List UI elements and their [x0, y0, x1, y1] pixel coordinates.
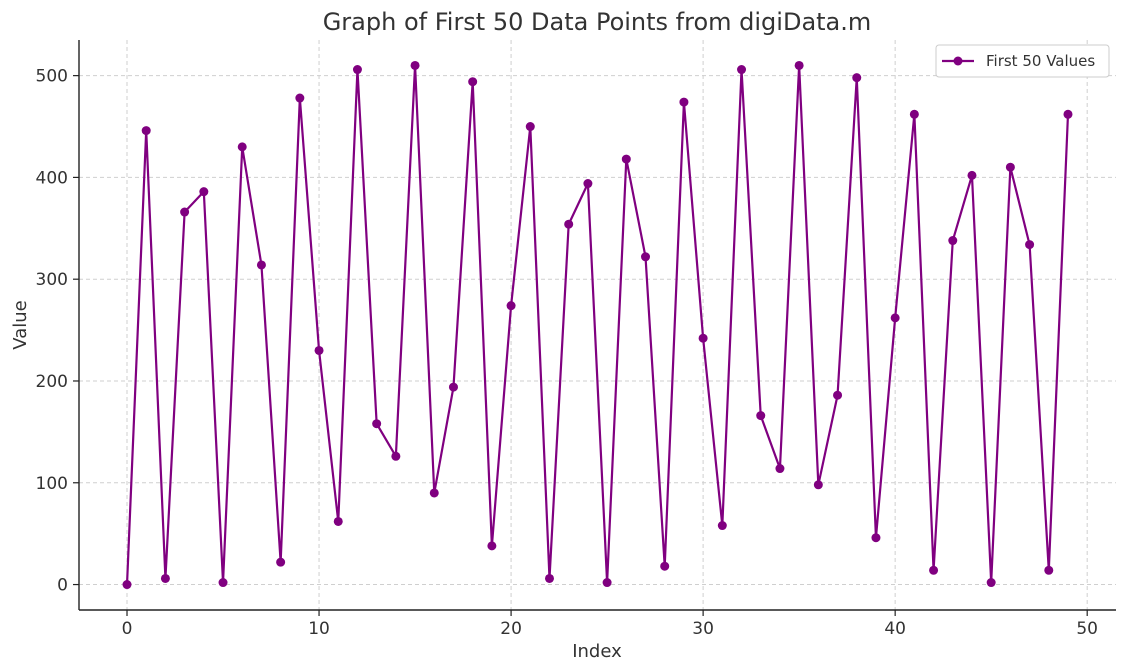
data-point [698, 333, 708, 343]
x-tick-label: 0 [122, 619, 133, 639]
legend-box [935, 44, 1110, 78]
data-point [314, 345, 324, 355]
y-tick-label: 200 [36, 372, 68, 392]
data-point [1005, 162, 1015, 172]
data-point [506, 301, 516, 311]
data-point [372, 419, 382, 429]
data-point [544, 573, 554, 583]
y-tick-label: 300 [36, 270, 68, 290]
data-point [1044, 565, 1054, 575]
y-tick-label: 100 [36, 474, 68, 494]
data-point [929, 565, 939, 575]
y-tick-label: 500 [36, 67, 68, 87]
x-tick-label: 40 [884, 619, 906, 639]
data-point [890, 313, 900, 323]
data-point [679, 97, 689, 107]
data-point [852, 73, 862, 83]
data-point [448, 382, 458, 392]
data-point [1063, 109, 1073, 119]
data-point [160, 573, 170, 583]
data-point [525, 122, 535, 132]
data-point [948, 236, 958, 246]
y-tick-label: 400 [36, 168, 68, 188]
data-point [199, 187, 209, 197]
data-point [833, 390, 843, 400]
data-point [564, 219, 574, 229]
data-point [986, 578, 996, 588]
data-point [871, 533, 881, 543]
data-point [909, 109, 919, 119]
legend: First 50 Values [935, 44, 1110, 78]
legend-label: First 50 Values [986, 52, 1095, 70]
data-point [352, 65, 362, 75]
data-point [1025, 240, 1035, 250]
x-axis-label: Index [572, 641, 622, 662]
data-point [122, 580, 132, 590]
data-point [410, 60, 420, 70]
data-point [295, 93, 305, 103]
data-point [180, 207, 190, 217]
y-axis-label: Value [10, 300, 31, 349]
data-point [737, 65, 747, 75]
chart-title: Graph of First 50 Data Points from digiD… [323, 8, 872, 36]
x-tick-label: 50 [1076, 619, 1098, 639]
series-line [125, 64, 1070, 585]
data-point [583, 179, 593, 189]
data-point [641, 252, 651, 262]
grid [79, 40, 1116, 610]
data-point [660, 561, 670, 571]
data-point [717, 521, 727, 531]
data-point [218, 578, 228, 588]
data-point [775, 464, 785, 474]
x-tick-label: 30 [692, 619, 714, 639]
x-tick-label: 10 [308, 619, 330, 639]
data-point [813, 480, 823, 490]
data-point [429, 488, 439, 498]
y-tick-label: 0 [57, 576, 68, 596]
data-point [276, 557, 286, 567]
data-point [237, 142, 247, 152]
data-point [141, 126, 151, 136]
x-tick-label: 20 [500, 619, 522, 639]
data-point [756, 411, 766, 421]
data-point [468, 77, 478, 87]
data-point [487, 541, 497, 551]
data-point [602, 578, 612, 588]
data-point [256, 260, 266, 270]
data-point [621, 154, 631, 164]
axes [78, 40, 1116, 611]
data-point [967, 170, 977, 180]
legend-marker-swatch [953, 56, 963, 66]
data-point [391, 451, 401, 461]
data-point [333, 516, 343, 526]
series-layer [122, 60, 1073, 590]
data-point [794, 60, 804, 70]
